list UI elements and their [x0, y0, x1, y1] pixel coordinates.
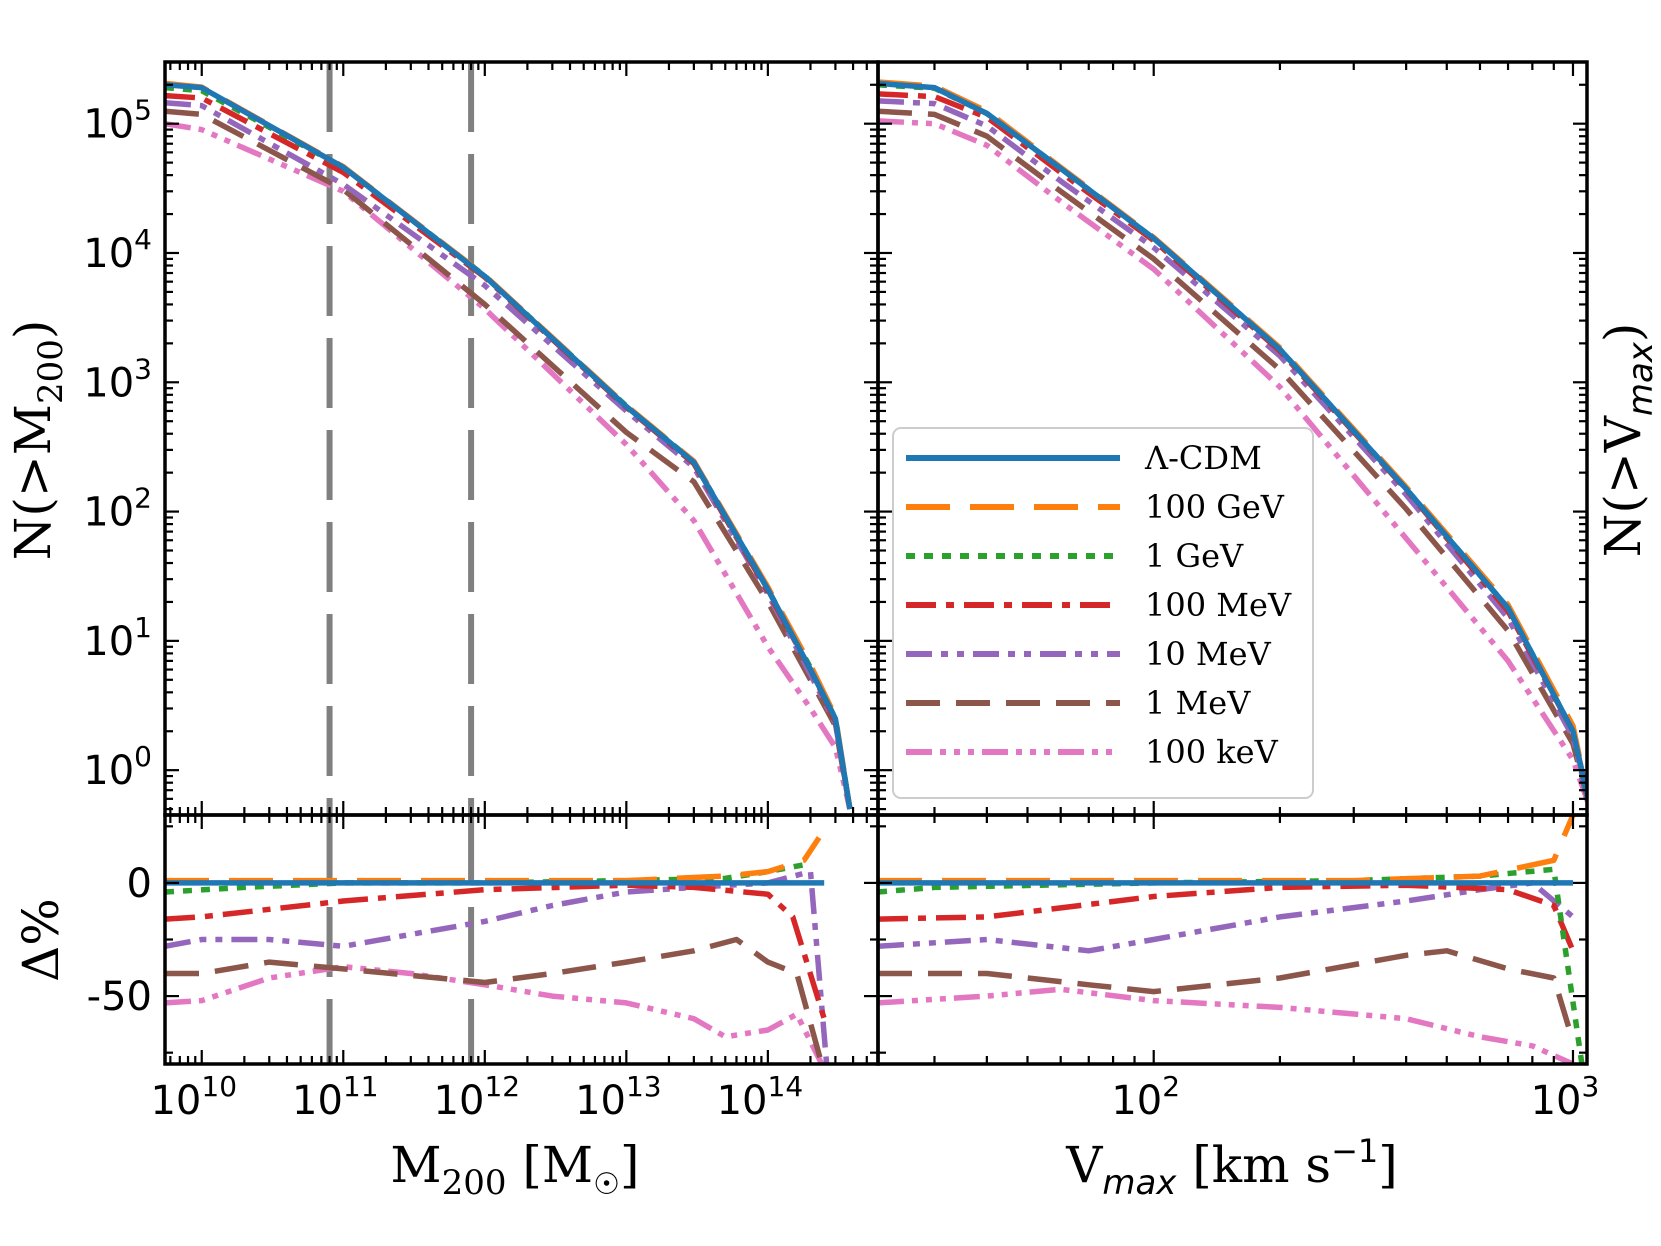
legend-label-5: 1 MeV [1145, 684, 1251, 722]
tr-series-1-mev [878, 108, 1587, 808]
tr-series-100-kev [878, 118, 1587, 809]
bl-series-1-mev [165, 936, 825, 1064]
tick-labels: 100 101 102 103 104 105 1010 1011 1012 1013 1014 10… [83, 94, 1599, 1124]
tr-series-100-mev [878, 91, 1587, 807]
tl-ytick-label: 102 [83, 482, 152, 536]
legend-label-3: 100 MeV [1145, 586, 1292, 624]
bl-xtick-label: 1014 [717, 1070, 804, 1124]
legend-label-2: 1 GeV [1145, 537, 1244, 575]
axis-ticks [165, 60, 1587, 1064]
bl-ytick-label-neg50: -50 [87, 974, 152, 1020]
bl-xtick-label: 1013 [575, 1070, 662, 1124]
bl-series-100-mev [165, 882, 827, 1020]
tr-series-10-mev [878, 98, 1587, 808]
right-ylabel: N(>Vmax) [1594, 323, 1661, 558]
bl-xtick-label: 1011 [292, 1070, 379, 1124]
br-series-100-kev [878, 986, 1575, 1064]
tr-series--cdm [878, 80, 1587, 807]
legend-box [892, 427, 1314, 799]
top-right-series [878, 79, 1587, 809]
legend-label-4: 10 MeV [1145, 635, 1272, 673]
br-xtick-label: 102 [1111, 1070, 1180, 1124]
tl-series-1-mev [165, 108, 853, 810]
tl-series--cdm [165, 82, 853, 810]
tl-ytick-label: 101 [83, 611, 152, 665]
tl-ytick-label: 100 [83, 740, 152, 794]
tl-series-100-kev [165, 120, 853, 810]
bl-series-100-kev [165, 963, 825, 1064]
bl-xtick-label: 1012 [434, 1070, 521, 1124]
bottom-right-series [878, 815, 1585, 1064]
bl-series-10-mev [165, 868, 830, 1064]
legend-label-1: 100 GeV [1145, 488, 1285, 526]
tl-series-10-mev [165, 100, 853, 810]
bottom-right-xlabel: Vmax [km s−1] [1065, 1132, 1398, 1203]
legend: Λ-CDM 100 GeV 1 GeV 100 MeV 10 MeV 1 MeV 100 k… [892, 427, 1314, 799]
legend-label-0: Λ-CDM [1144, 439, 1262, 477]
tl-ytick-label: 104 [83, 223, 152, 277]
bottom-right-frame [876, 813, 1589, 1066]
legend-label-6: 100 keV [1145, 733, 1279, 771]
bl-ytick-label-0: 0 [127, 861, 152, 907]
br-series-100-mev [878, 882, 1576, 952]
bottom-left-series [165, 815, 830, 1064]
br-xtick-label: 103 [1531, 1070, 1600, 1124]
tl-ytick-label: 105 [83, 94, 152, 148]
tl-ytick-label: 103 [83, 352, 152, 406]
top-left-series [165, 62, 853, 815]
top-left-ylabel: N(>M200) [4, 320, 71, 561]
bl-xtick-label: 1010 [150, 1070, 237, 1124]
br-series-1-mev [878, 948, 1576, 1043]
bottom-left-ylabel: Δ% [12, 898, 70, 982]
bottom-left-xlabel: M200 [M☉] [390, 1136, 639, 1203]
